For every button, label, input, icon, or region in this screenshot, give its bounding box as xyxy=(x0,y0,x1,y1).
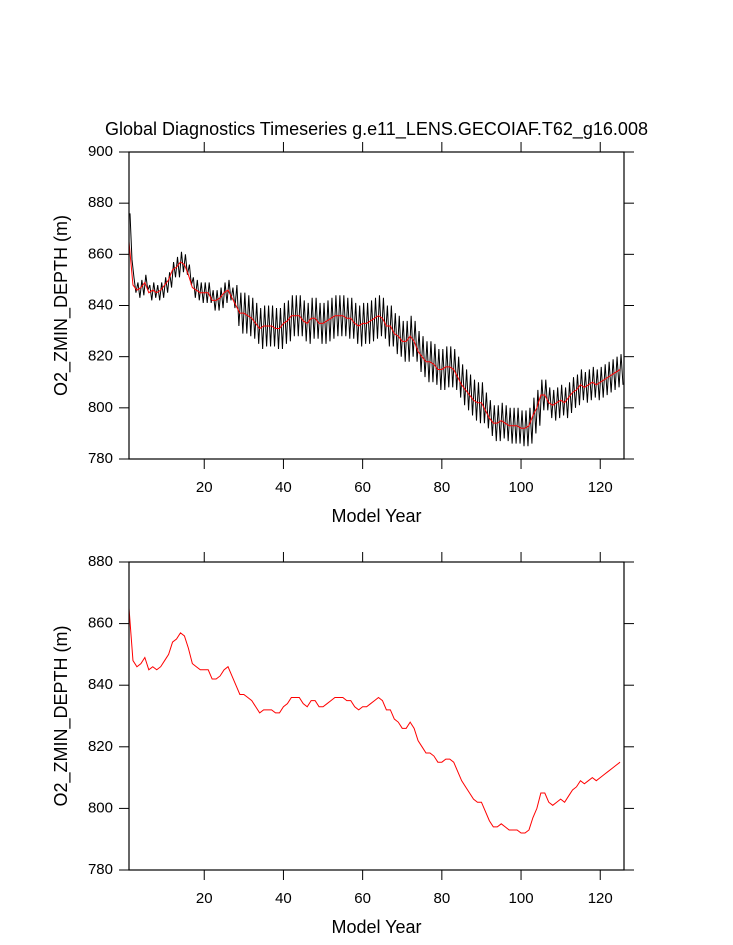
y-tick-label: 820 xyxy=(88,348,113,365)
y-tick-label: 900 xyxy=(88,143,113,160)
x-tick-label: 100 xyxy=(509,890,534,907)
x-tick-label: 120 xyxy=(588,890,613,907)
y-tick-label: 840 xyxy=(88,676,113,693)
x-axis-title: Model Year xyxy=(331,917,421,937)
y-tick-label: 860 xyxy=(88,245,113,262)
x-tick-label: 120 xyxy=(588,479,613,496)
plot-frame xyxy=(128,561,625,871)
data-line xyxy=(129,213,624,447)
y-tick-label: 780 xyxy=(88,861,113,878)
x-tick-label: 80 xyxy=(433,890,450,907)
y-tick-label: 800 xyxy=(88,799,113,816)
x-tick-label: 60 xyxy=(354,479,371,496)
x-axis-title: Model Year xyxy=(331,506,421,526)
x-tick-label: 20 xyxy=(196,890,213,907)
y-tick-label: 800 xyxy=(88,399,113,416)
x-tick-label: 60 xyxy=(354,890,371,907)
y-tick-label: 840 xyxy=(88,296,113,313)
y-axis-title: O2_ZMIN_DEPTH (m) xyxy=(51,215,72,396)
data-line xyxy=(128,241,621,429)
x-tick-label: 100 xyxy=(509,479,534,496)
data-line xyxy=(128,608,621,834)
x-tick-label: 80 xyxy=(433,479,450,496)
x-tick-label: 40 xyxy=(275,890,292,907)
y-tick-label: 860 xyxy=(88,615,113,632)
plot-frame xyxy=(128,151,625,460)
x-tick-label: 40 xyxy=(275,479,292,496)
y-tick-label: 780 xyxy=(88,450,113,467)
y-tick-label: 820 xyxy=(88,738,113,755)
y-axis-title: O2_ZMIN_DEPTH (m) xyxy=(51,625,72,806)
y-tick-label: 880 xyxy=(88,194,113,211)
x-tick-label: 20 xyxy=(196,479,213,496)
chart-title: Global Diagnostics Timeseries g.e11_LENS… xyxy=(105,119,648,140)
y-tick-label: 880 xyxy=(88,553,113,570)
